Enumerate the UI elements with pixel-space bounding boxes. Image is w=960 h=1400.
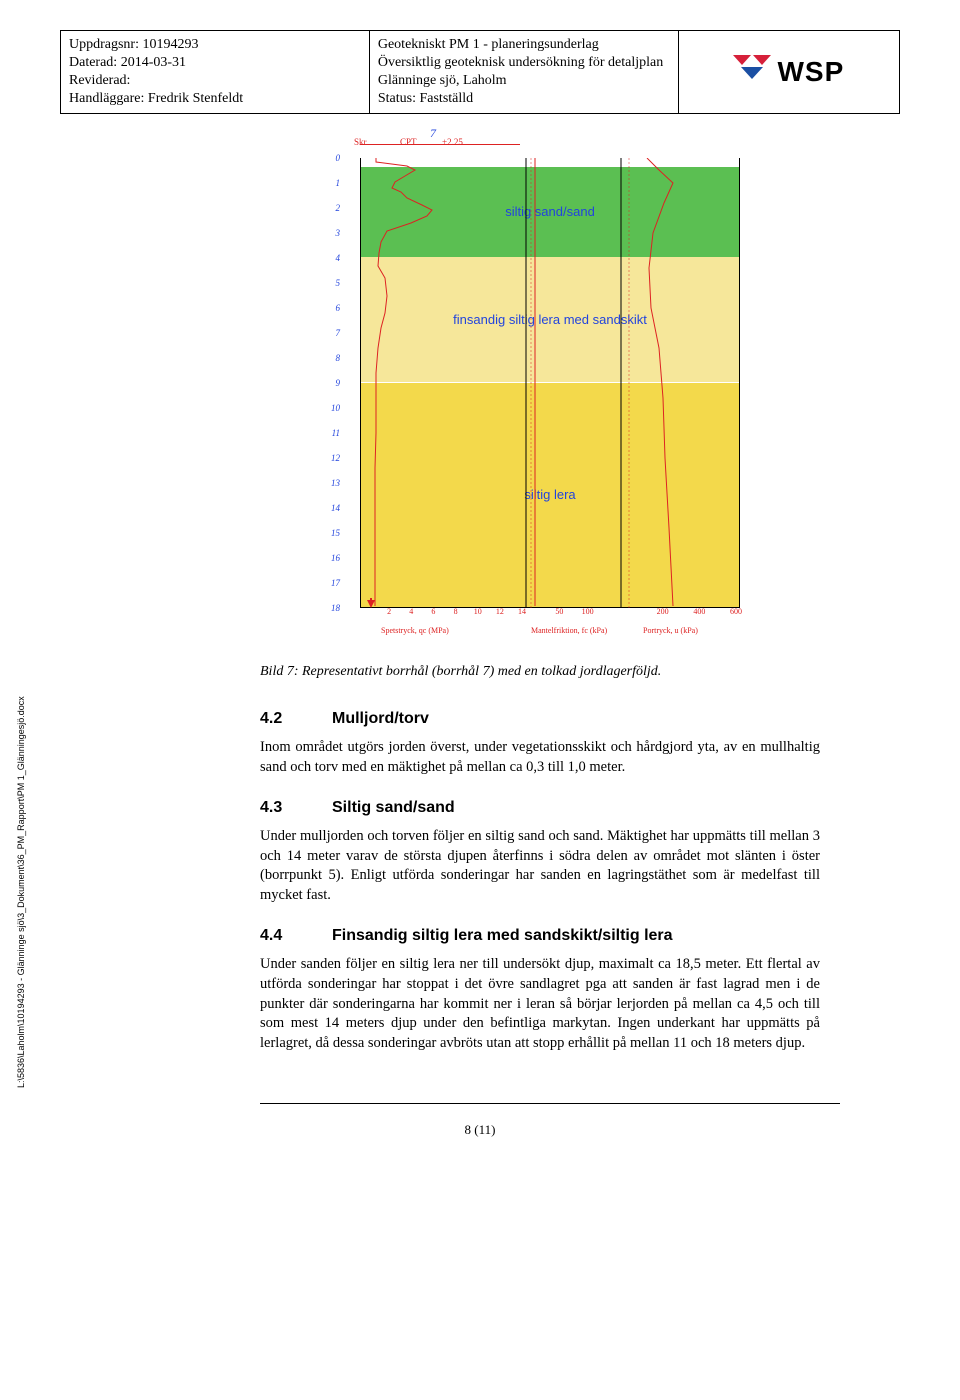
header-sub2: Glänninge sjö, Laholm [378, 73, 670, 89]
document-path-sidebar: L:\5836\Laholm\10194293 - Glänninge sjö\… [16, 696, 26, 1088]
y-tick: 15 [331, 528, 340, 538]
y-tick: 16 [331, 553, 340, 563]
y-tick: 0 [336, 153, 341, 163]
footer-rule [260, 1103, 840, 1104]
y-tick: 6 [336, 303, 341, 313]
y-tick: 8 [336, 353, 341, 363]
section-4-3-num: 4.3 [260, 799, 332, 817]
x-tick: 50 [555, 607, 563, 616]
figure-caption: Bild 7: Representativt borrhål (borrhål … [260, 664, 760, 680]
y-tick: 7 [336, 328, 341, 338]
y-tick: 2 [336, 203, 341, 213]
section-4-2-name: Mulljord/torv [332, 710, 429, 727]
section-4-4-title: 4.4Finsandig siltig lera med sandskikt/s… [260, 927, 900, 945]
y-tick: 12 [331, 453, 340, 463]
section-4-2-num: 4.2 [260, 710, 332, 728]
x-tick: 6 [431, 607, 435, 616]
header-handlaggare: Handläggare: Fredrik Stenfeldt [69, 91, 361, 107]
chart-x-tick-labels: 2 4 6 8 10 12 14 50 100 200 400 600 [361, 607, 739, 621]
y-tick: 14 [331, 503, 340, 513]
x-title-right: Portryck, u (kPa) [643, 626, 698, 635]
x-tick: 400 [693, 607, 705, 616]
header-mid: Geotekniskt PM 1 - planeringsunderlag Öv… [370, 31, 679, 113]
y-tick: 13 [331, 478, 340, 488]
wsp-logo-icon [733, 55, 773, 89]
wsp-logo: WSP [733, 55, 844, 89]
x-tick: 600 [730, 607, 742, 616]
section-4-3-title: 4.3Siltig sand/sand [260, 799, 900, 817]
y-tick: 11 [332, 428, 340, 438]
x-title-mid: Mantelfriktion, fc (kPa) [531, 626, 607, 635]
section-4-3-body: Under mulljorden och torven följer en si… [260, 827, 820, 905]
top-axis-cpt: CPT [400, 137, 417, 147]
header-uppdragsnr: Uppdragsnr: 10194293 [69, 37, 361, 53]
x-tick: 4 [409, 607, 413, 616]
header-title: Geotekniskt PM 1 - planeringsunderlag [378, 37, 670, 53]
document-header: Uppdragsnr: 10194293 Daterad: 2014-03-31… [60, 30, 900, 114]
header-left: Uppdragsnr: 10194293 Daterad: 2014-03-31… [61, 31, 370, 113]
header-reviderad: Reviderad: [69, 73, 361, 89]
section-4-4-body: Under sanden följer en siltig lera ner t… [260, 955, 820, 1053]
section-4-3-name: Siltig sand/sand [332, 799, 455, 816]
soil-profile-chart: 7 Skr CPT +2.25 012345678910111213141516… [280, 144, 760, 644]
section-4-2-body: Inom området utgörs jorden överst, under… [260, 738, 820, 777]
x-tick: 200 [657, 607, 669, 616]
chart-borehole-number: 7 [430, 126, 436, 141]
wsp-logo-text: WSP [777, 56, 844, 88]
x-tick: 100 [582, 607, 594, 616]
top-axis-skr: Skr [354, 137, 367, 147]
chart-top-axis: Skr CPT +2.25 [360, 144, 520, 158]
x-title-left: Spetstryck, qc (MPa) [381, 626, 449, 635]
x-tick: 12 [496, 607, 504, 616]
chart-traces-svg [361, 158, 741, 608]
x-tick: 10 [474, 607, 482, 616]
section-4-4-num: 4.4 [260, 927, 332, 945]
y-tick: 10 [331, 403, 340, 413]
y-tick: 1 [336, 178, 341, 188]
y-tick: 4 [336, 253, 341, 263]
y-tick: 3 [336, 228, 341, 238]
header-status: Status: Fastställd [378, 91, 670, 107]
y-tick: 18 [331, 603, 340, 613]
header-logo-cell: WSP [679, 31, 899, 113]
section-4-2-title: 4.2Mulljord/torv [260, 710, 900, 728]
x-tick: 14 [518, 607, 526, 616]
page-number: 8 (11) [60, 1122, 900, 1138]
chart-plot-area: siltig sand/sandfinsandig siltig lera me… [360, 158, 740, 608]
top-axis-val: +2.25 [442, 137, 463, 147]
y-tick: 17 [331, 578, 340, 588]
header-sub1: Översiktlig geoteknisk undersökning för … [378, 55, 670, 71]
x-tick: 8 [454, 607, 458, 616]
y-tick: 9 [336, 378, 341, 388]
section-4-4-name: Finsandig siltig lera med sandskikt/silt… [332, 927, 673, 944]
y-tick: 5 [336, 278, 341, 288]
header-daterad: Daterad: 2014-03-31 [69, 55, 361, 71]
x-tick: 2 [387, 607, 391, 616]
